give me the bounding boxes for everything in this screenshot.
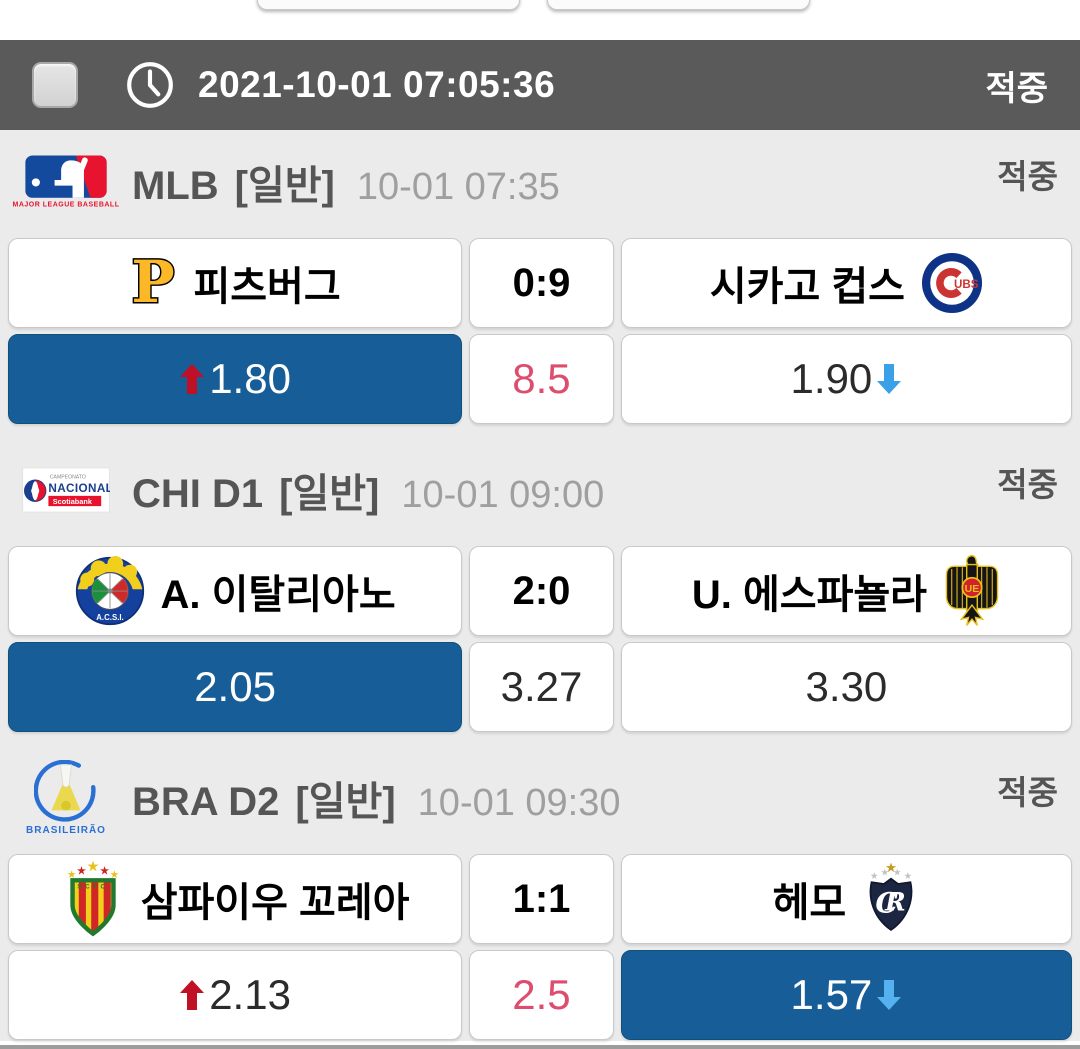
svg-text:★: ★ bbox=[87, 860, 98, 874]
home-team-name: 피츠버그 bbox=[193, 265, 341, 309]
mlb-league-logo-icon: MAJOR LEAGUE BASEBALL bbox=[13, 155, 119, 209]
odds-value: 1.90 bbox=[790, 355, 873, 402]
section-header: MAJOR LEAGUE BASEBALL MLB [일반] 10-01 07:… bbox=[0, 130, 1080, 234]
mlb-logo-caption: MAJOR LEAGUE BASEBALL bbox=[12, 201, 120, 209]
game-type-label: [일반] bbox=[295, 780, 396, 824]
match-start-time: 10-01 07:35 bbox=[356, 166, 560, 208]
odds-value: 1.57 bbox=[790, 971, 873, 1018]
nacional-league-logo-icon: CAMPEONATO NACIONAL Scotiabank bbox=[16, 467, 116, 513]
sampaio-correa-logo-icon: ★ ★ ★ ★ ★ SCFC bbox=[61, 859, 125, 939]
odds-home-cell[interactable]: 2.13 bbox=[8, 950, 463, 1040]
svg-text:A.C.S.I.: A.C.S.I. bbox=[96, 613, 124, 622]
away-team-cell: 시카고 컵스 UBS bbox=[620, 238, 1072, 328]
svg-text:C: C bbox=[876, 885, 899, 919]
odds-handicap-cell[interactable]: 2.5 bbox=[469, 950, 614, 1040]
odds-home-cell[interactable]: 2.05 bbox=[8, 642, 463, 732]
svg-text:★: ★ bbox=[100, 866, 109, 877]
odds-value: 2.05 bbox=[194, 663, 276, 710]
arrow-up-icon bbox=[179, 364, 205, 394]
odds-value: 1.80 bbox=[209, 355, 291, 402]
home-team-cell: ★ ★ ★ ★ ★ SCFC bbox=[8, 854, 463, 944]
arrow-down-icon bbox=[876, 364, 902, 394]
svg-text:UBS: UBS bbox=[954, 278, 979, 291]
home-team-cell: A.C.S.I. A. 이탈리아노 bbox=[8, 546, 463, 636]
odds-handicap-cell[interactable]: 8.5 bbox=[469, 334, 614, 424]
union-espanola-logo-icon: UE bbox=[943, 554, 1001, 628]
svg-text:SCFC: SCFC bbox=[77, 883, 108, 890]
score-cell: 2:0 bbox=[469, 546, 614, 636]
away-team-cell: U. 에스파뇰라 bbox=[620, 546, 1072, 636]
odds-value: 8.5 bbox=[512, 355, 571, 402]
odds-away-cell[interactable]: 1.57 bbox=[620, 950, 1072, 1040]
score-cell: 1:1 bbox=[469, 854, 614, 944]
svg-text:UE: UE bbox=[965, 583, 980, 595]
game-type-label: [일반] bbox=[279, 472, 380, 516]
odds-value: 2.13 bbox=[209, 971, 291, 1018]
svg-text:★: ★ bbox=[904, 872, 912, 881]
bet-slip-card: 2021-10-01 07:05:36 적중 MAJOR LEAGUE BASE… bbox=[0, 40, 1080, 1049]
odds-away-cell[interactable]: 3.30 bbox=[620, 642, 1072, 732]
next-row-divider bbox=[0, 1045, 1080, 1049]
away-team-name: 헤모 bbox=[772, 881, 847, 925]
top-tab-left[interactable] bbox=[257, 0, 520, 10]
home-team-name: A. 이탈리아노 bbox=[160, 573, 396, 617]
svg-text:R: R bbox=[884, 887, 906, 916]
match-start-time: 10-01 09:00 bbox=[401, 474, 605, 516]
bet-result-badge: 적중 bbox=[985, 69, 1048, 108]
away-team-cell: 헤모 ★ ★ ★ ★ ★ C R bbox=[620, 854, 1072, 944]
svg-text:P: P bbox=[132, 250, 175, 316]
svg-text:★: ★ bbox=[110, 870, 119, 880]
odds-value: 3.30 bbox=[805, 663, 888, 710]
home-team-name: 삼파이우 꼬레아 bbox=[140, 881, 410, 925]
top-tab-right[interactable] bbox=[547, 0, 810, 10]
svg-text:★: ★ bbox=[881, 868, 889, 877]
brasileirao-logo-caption: BRASILEIRÃO bbox=[26, 825, 106, 836]
league-name: MLB bbox=[132, 164, 219, 208]
match-section-bra-d2: BRASILEIRÃO BRA D2 [일반] 10-01 09:30 적중 ★… bbox=[0, 746, 1080, 1040]
away-team-name: 시카고 컵스 bbox=[709, 265, 905, 309]
svg-text:★: ★ bbox=[871, 872, 879, 881]
select-checkbox[interactable] bbox=[32, 62, 78, 108]
odds-home-cell[interactable]: 1.80 bbox=[8, 334, 463, 424]
selection-bar: 2021-10-01 07:05:36 적중 bbox=[0, 40, 1080, 130]
odds-draw-cell[interactable]: 3.27 bbox=[469, 642, 614, 732]
odds-value: 2.5 bbox=[512, 971, 571, 1018]
remo-logo-icon: ★ ★ ★ ★ ★ C R bbox=[862, 861, 920, 937]
svg-text:★: ★ bbox=[67, 870, 76, 880]
svg-text:★: ★ bbox=[886, 863, 896, 875]
svg-text:CAMPEONATO: CAMPEONATO bbox=[50, 474, 86, 480]
section-header: CAMPEONATO NACIONAL Scotiabank CHI D1 [일… bbox=[0, 438, 1080, 542]
score-cell: 0:9 bbox=[469, 238, 614, 328]
match-start-time: 10-01 09:30 bbox=[417, 782, 621, 824]
clock-icon bbox=[124, 59, 176, 111]
league-name: CHI D1 bbox=[132, 472, 264, 516]
away-team-name: U. 에스파뇰라 bbox=[691, 573, 927, 617]
match-result-badge: 적중 bbox=[997, 466, 1058, 503]
odds-away-cell[interactable]: 1.90 bbox=[620, 334, 1072, 424]
section-header: BRASILEIRÃO BRA D2 [일반] 10-01 09:30 적중 bbox=[0, 746, 1080, 850]
cubs-logo-icon: UBS bbox=[921, 252, 983, 314]
match-section-chi-d1: CAMPEONATO NACIONAL Scotiabank CHI D1 [일… bbox=[0, 438, 1080, 732]
audax-italiano-logo-icon: A.C.S.I. bbox=[75, 556, 145, 626]
svg-text:★: ★ bbox=[77, 866, 86, 877]
arrow-up-icon bbox=[179, 980, 205, 1010]
bet-timestamp: 2021-10-01 07:05:36 bbox=[198, 64, 556, 105]
game-type-label: [일반] bbox=[234, 164, 335, 208]
svg-text:★: ★ bbox=[894, 868, 902, 877]
svg-text:NACIONAL: NACIONAL bbox=[48, 482, 110, 495]
arrow-down-icon bbox=[876, 980, 902, 1010]
league-name: BRA D2 bbox=[132, 780, 280, 824]
match-result-badge: 적중 bbox=[997, 774, 1058, 811]
match-result-badge: 적중 bbox=[997, 158, 1058, 195]
brasileirao-league-logo-icon: BRASILEIRÃO bbox=[16, 760, 116, 836]
pirates-logo-icon: P bbox=[129, 250, 177, 316]
svg-text:Scotiabank: Scotiabank bbox=[53, 497, 93, 506]
home-team-cell: P 피츠버그 bbox=[8, 238, 463, 328]
odds-value: 3.27 bbox=[500, 663, 583, 710]
match-section-mlb: MAJOR LEAGUE BASEBALL MLB [일반] 10-01 07:… bbox=[0, 130, 1080, 424]
